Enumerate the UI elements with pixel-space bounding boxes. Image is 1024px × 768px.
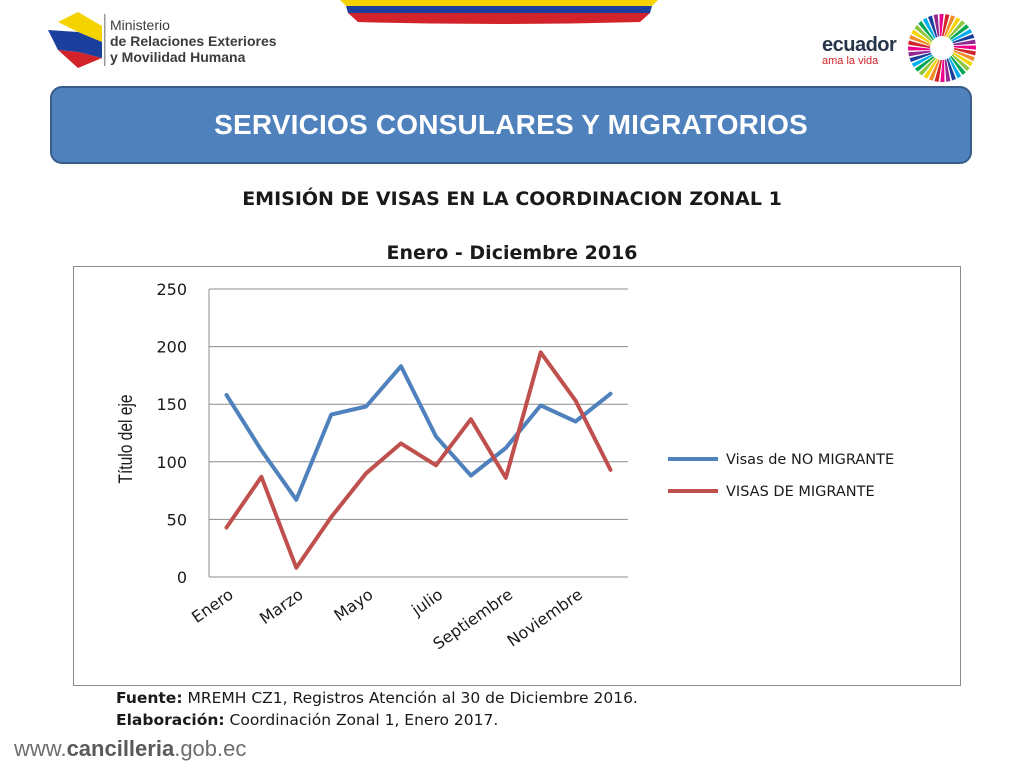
sun-ray xyxy=(942,14,950,37)
sun-ray xyxy=(950,55,966,76)
url-suffix: .gob.ec xyxy=(174,736,247,761)
source-line: Fuente: MREMH CZ1, Registros Atención al… xyxy=(116,687,638,709)
url-domain: cancilleria xyxy=(66,736,175,761)
sun-ray xyxy=(934,59,942,82)
legend-label: VISAS DE MIGRANTE xyxy=(726,484,875,500)
sun-ray xyxy=(946,58,956,81)
sun-ray xyxy=(914,24,933,42)
sun-ray xyxy=(948,57,962,79)
sun-ray xyxy=(953,39,976,46)
ministry-name: Ministerio de Relaciones Exteriores y Mo… xyxy=(110,17,277,65)
sun-ray xyxy=(953,50,975,62)
y-tick-label: 50 xyxy=(167,510,187,529)
sun-ray xyxy=(933,14,940,37)
sun-ray xyxy=(939,14,944,37)
y-tick-label: 100 xyxy=(156,453,187,472)
y-tick-label: 250 xyxy=(156,280,187,299)
elaboration-text: Coordinación Zonal 1, Enero 2017. xyxy=(224,711,499,729)
ministry-logo-icon xyxy=(48,12,106,68)
sun-ray xyxy=(908,40,931,48)
sun-ray xyxy=(953,45,976,50)
y-tick-label: 150 xyxy=(156,395,187,414)
footer-notes: Fuente: MREMH CZ1, Registros Atención al… xyxy=(116,687,638,731)
chart-subtitle: Enero - Diciembre 2016 xyxy=(386,242,638,264)
sun-ray xyxy=(951,28,973,42)
sun-ray xyxy=(923,58,938,79)
x-tick-label: Marzo xyxy=(256,585,307,628)
x-tick-label: Enero xyxy=(188,585,237,627)
sun-ray xyxy=(911,54,933,68)
y-tick-label: 200 xyxy=(156,338,187,357)
x-tick-label: Noviembre xyxy=(503,585,585,651)
source-label: Fuente: xyxy=(116,689,183,707)
sun-ray xyxy=(946,17,961,38)
chart-title: EMISIÓN DE VISAS EN LA COORDINACION ZONA… xyxy=(242,188,782,210)
sun-ray xyxy=(909,52,932,62)
series-line xyxy=(224,364,613,502)
sun-ray xyxy=(911,29,932,44)
elaboration-label: Elaboración: xyxy=(116,711,225,729)
sun-ray xyxy=(909,34,931,46)
sun-ray xyxy=(928,59,940,81)
sun-ray xyxy=(949,24,970,40)
section-banner: SERVICIOS CONSULARES Y MIGRATORIOS xyxy=(50,86,972,164)
sun-ray xyxy=(953,48,976,56)
banner-title: SERVICIOS CONSULARES Y MIGRATORIOS xyxy=(214,109,808,140)
sun-ray xyxy=(952,34,975,44)
sun-ray xyxy=(918,20,934,41)
website-url: www.cancilleria.gob.ec xyxy=(14,736,246,762)
sun-ray xyxy=(944,59,951,82)
sun-ray xyxy=(908,50,931,57)
series-line xyxy=(224,350,613,570)
elaboration-line: Elaboración: Coordinación Zonal 1, Enero… xyxy=(116,709,638,731)
source-text: MREMH CZ1, Registros Atención al 30 de D… xyxy=(182,689,638,707)
sun-ray xyxy=(914,56,935,72)
ecuador-brand: ecuador ama la vida xyxy=(822,34,897,67)
line-chart: 0 50 100 150 200 250 Título del eje Enero Marzo M… xyxy=(115,280,895,653)
brand-word: ecuador xyxy=(822,34,897,56)
chart-frame: 0 50 100 150 200 250 Título del eje Enero Marzo M… xyxy=(73,266,961,686)
sun-ray xyxy=(940,59,945,82)
y-tick-label: 0 xyxy=(177,568,187,587)
sun-ray xyxy=(918,57,936,76)
y-axis-title: Título del eje xyxy=(115,394,137,483)
sun-ray xyxy=(948,20,966,39)
x-tick-label: julio xyxy=(407,585,446,620)
sun-ray xyxy=(944,15,956,37)
sun-ray xyxy=(908,46,931,51)
ministry-line1: Ministerio xyxy=(110,17,170,33)
sun-ray xyxy=(951,54,970,72)
url-prefix: www. xyxy=(14,736,67,761)
x-tick-label: Mayo xyxy=(330,585,376,625)
ecuador-sun-logo-icon xyxy=(908,14,976,82)
flag-ribbon xyxy=(340,0,658,24)
ministry-line2: de Relaciones Exteriores xyxy=(110,33,277,49)
sun-ray xyxy=(922,17,936,39)
sun-ray xyxy=(952,52,973,67)
sun-ray xyxy=(928,15,938,38)
brand-tagline: ama la vida xyxy=(822,55,879,67)
ministry-line3: y Movilidad Humana xyxy=(110,49,246,65)
legend-label: Visas de NO MIGRANTE xyxy=(726,452,894,468)
